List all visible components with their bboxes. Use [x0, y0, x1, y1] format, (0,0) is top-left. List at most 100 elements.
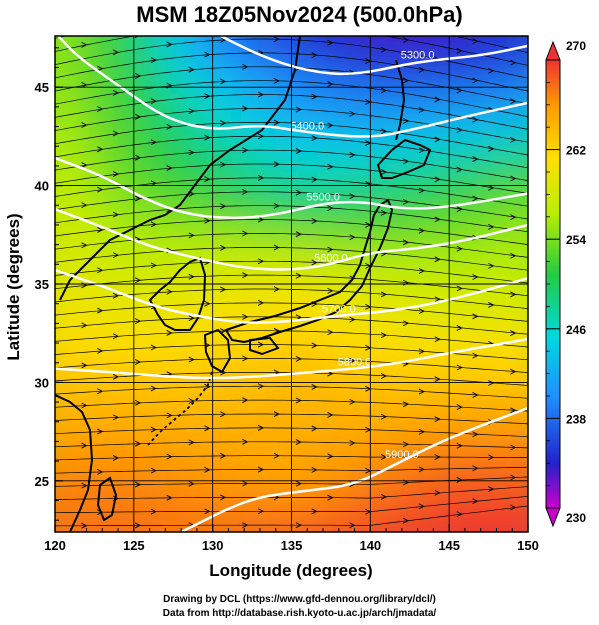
field-cell — [39, 552, 56, 573]
wind-arrow — [311, 466, 318, 473]
wind-arrow — [204, 134, 211, 141]
field-cell — [386, 394, 403, 415]
contour-line — [55, 208, 528, 271]
wind-arrow — [327, 81, 334, 87]
wind-arrow — [273, 244, 280, 251]
field-cell — [118, 492, 135, 514]
field-cell — [228, 98, 246, 120]
wind-arrow — [350, 29, 355, 34]
field-cell — [528, 276, 545, 297]
field-cell — [386, 1, 403, 22]
field-cell — [323, 158, 340, 179]
field-cell — [338, 394, 356, 415]
field-cell — [386, 532, 403, 553]
wind-arrow — [456, 166, 463, 173]
field-cell — [134, 1, 151, 22]
wind-arrow — [220, 36, 227, 43]
field-cell — [23, 512, 40, 533]
field-cell — [149, 453, 167, 474]
field-cell — [512, 413, 528, 435]
field-cell — [181, 453, 198, 474]
field-cell — [433, 177, 451, 199]
field-cell — [55, 492, 72, 514]
wind-arrow — [166, 330, 173, 336]
field-cell — [323, 177, 340, 199]
field-cell — [212, 295, 230, 317]
field-cell — [118, 138, 135, 160]
field-cell — [496, 552, 513, 573]
field-cell — [196, 138, 214, 160]
field-cell — [149, 276, 167, 297]
field-cell — [464, 354, 482, 376]
field-cell — [55, 433, 56, 455]
field-cell — [165, 138, 183, 160]
field-cell — [370, 472, 388, 494]
field-cell — [291, 453, 309, 474]
wind-arrow — [204, 51, 211, 58]
field-cell — [181, 217, 198, 238]
field-cell — [464, 177, 482, 199]
wind-arrow — [257, 300, 265, 306]
wind-arrow — [166, 41, 173, 48]
field-cell — [386, 236, 403, 258]
field-cell — [338, 177, 356, 199]
wind-arrow — [273, 202, 280, 209]
wind-arrow — [242, 23, 247, 28]
y-axis-label: Latitude (degrees) — [4, 213, 23, 360]
wind-arrow — [97, 388, 104, 395]
field-cell — [70, 492, 88, 514]
field-cell — [87, 1, 104, 22]
wind-arrow — [311, 384, 318, 390]
wind-arrow — [81, 122, 88, 128]
field-cell — [196, 453, 214, 474]
contour-label: 5500.0 — [306, 191, 340, 203]
field-cell — [401, 276, 419, 297]
wind-arrow — [349, 522, 356, 529]
colorbar-bottom-triangle — [545, 507, 561, 528]
wind-arrow — [81, 482, 88, 489]
contour-label: 5300.0 — [401, 50, 435, 62]
field-cell — [480, 256, 498, 278]
field-cell — [259, 79, 277, 100]
field-cell — [386, 552, 403, 573]
field-cell — [259, 256, 277, 278]
field-cell — [496, 374, 514, 396]
field-cell — [55, 354, 56, 376]
field-cell — [291, 217, 309, 238]
field-cell — [134, 552, 151, 573]
field-cell — [480, 512, 498, 532]
field-cell — [212, 158, 230, 179]
field-cell — [402, 1, 419, 22]
field-cell — [528, 434, 545, 455]
wind-arrow — [434, 216, 441, 223]
field-cell — [244, 532, 261, 553]
field-cell — [386, 0, 403, 2]
field-cell — [512, 197, 528, 219]
wind-arrow — [112, 292, 120, 299]
field-cell — [181, 1, 198, 22]
field-cell — [480, 394, 498, 415]
wind-arrow — [97, 347, 104, 354]
field-cell — [181, 374, 198, 396]
field-cell — [417, 433, 435, 455]
field-cell — [512, 158, 528, 179]
field-cell — [165, 217, 183, 238]
field-cell — [528, 40, 545, 61]
wind-arrow — [311, 259, 318, 266]
wind-arrow — [311, 52, 318, 59]
field-cell — [370, 217, 388, 238]
field-cell — [449, 59, 466, 81]
field-cell — [401, 374, 419, 396]
field-cell — [149, 177, 167, 199]
wind-arrow — [134, 113, 142, 120]
field-cell — [181, 39, 198, 61]
wind-arrow — [418, 388, 425, 395]
wind-arrow — [81, 242, 88, 249]
field-cell — [386, 79, 403, 100]
field-cell — [196, 197, 214, 219]
colorbar-tick-label: 238 — [566, 412, 586, 426]
wind-arrow — [220, 244, 227, 251]
field-cell — [86, 98, 104, 120]
field-cell — [528, 394, 545, 415]
wind-arrow — [418, 466, 425, 473]
